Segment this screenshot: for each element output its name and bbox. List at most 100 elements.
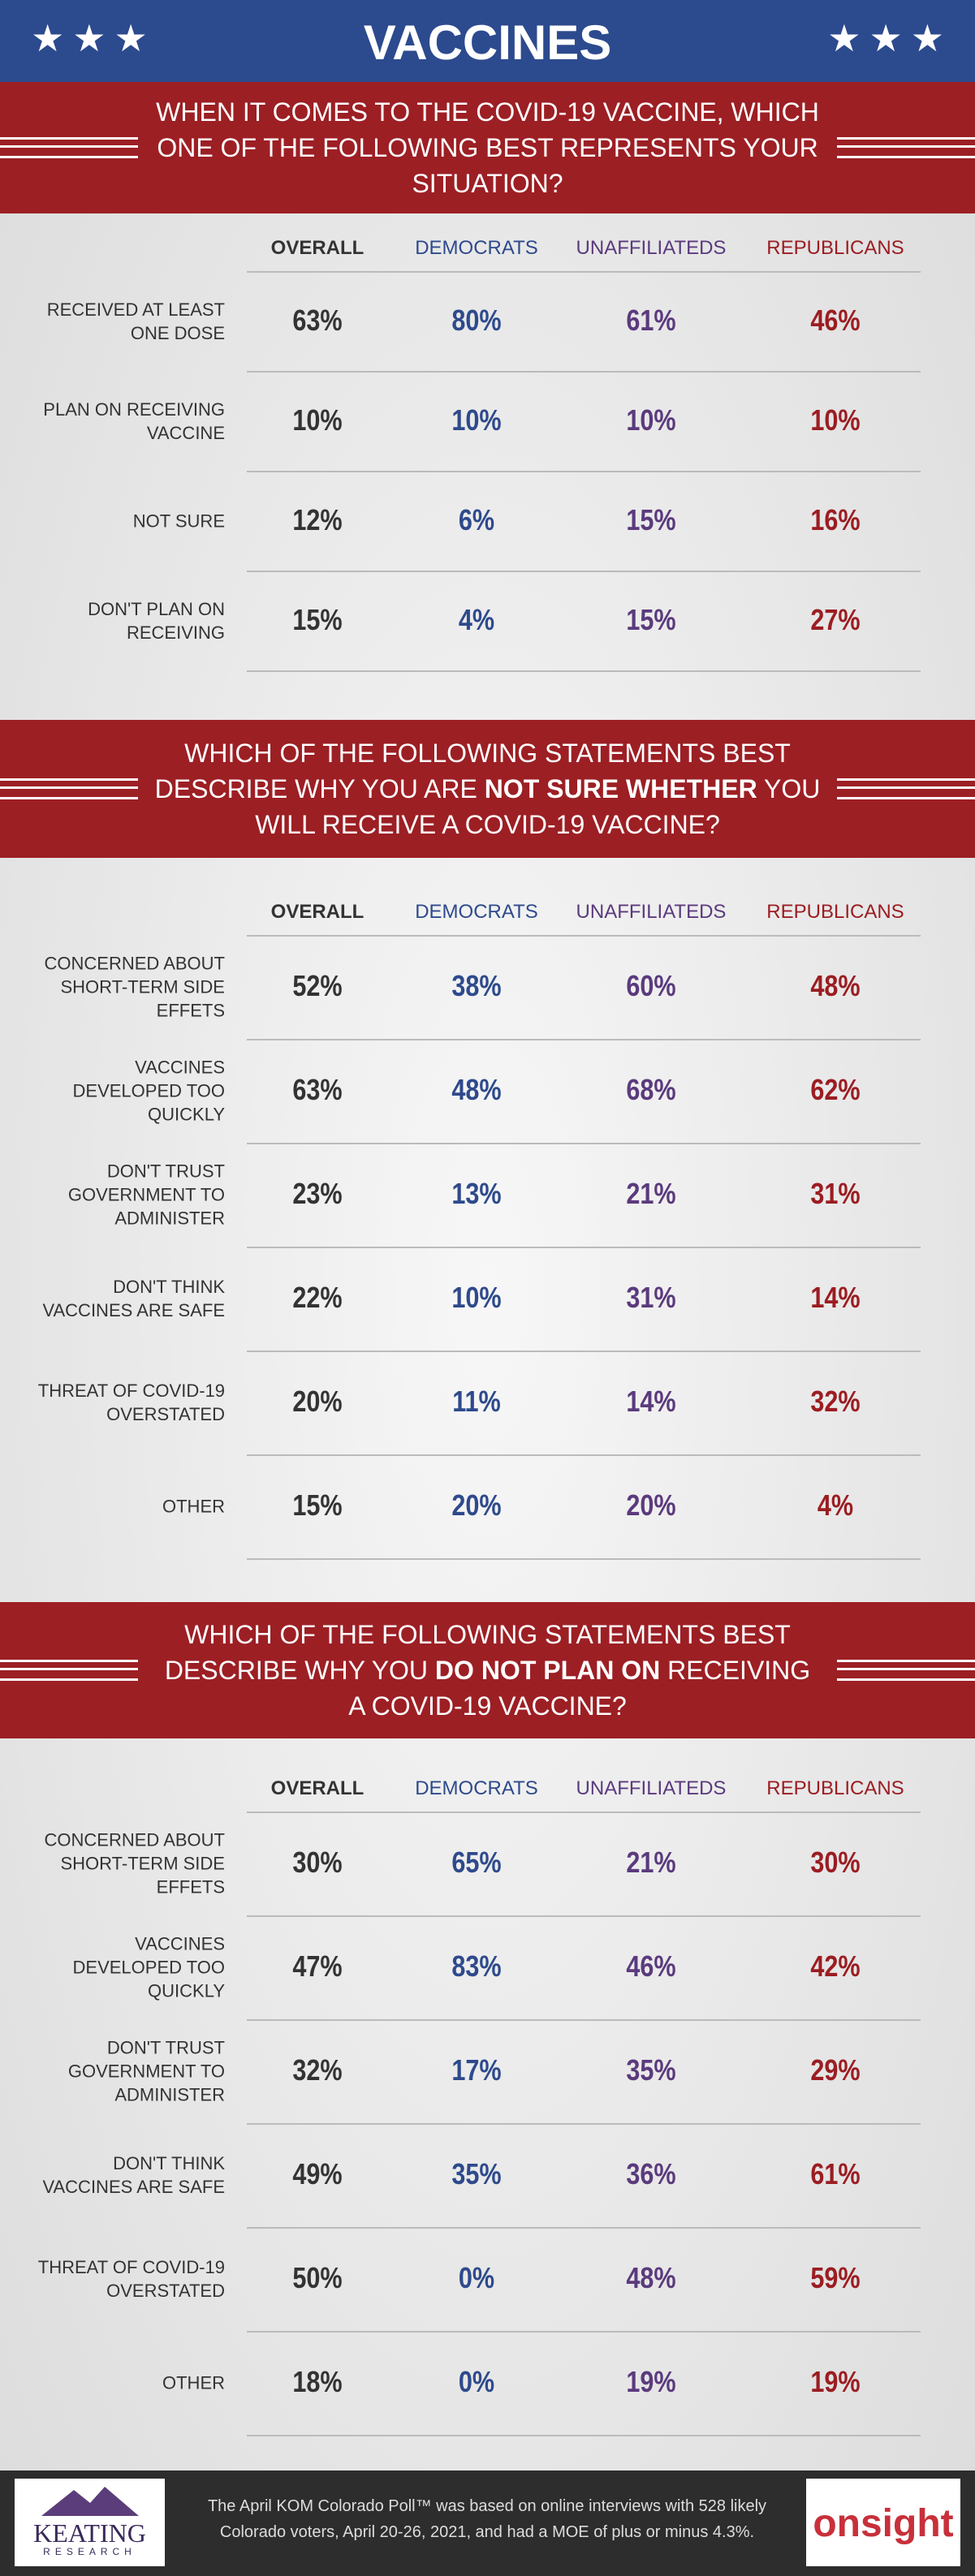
title-bar: ★★★ ★★★ VACCINES bbox=[0, 0, 975, 82]
separator bbox=[247, 1247, 921, 1248]
separator bbox=[247, 1454, 921, 1456]
stars-icon: ★★★ bbox=[31, 17, 156, 59]
question-text: WHICH OF THE FOLLOWING STATEMENTS BEST D… bbox=[154, 739, 791, 803]
cell-value: 46% bbox=[810, 303, 861, 337]
column-header: UNAFFILIATEDS bbox=[576, 1777, 727, 1799]
cell-value: 20% bbox=[626, 1488, 676, 1522]
cell-value: 0% bbox=[458, 2261, 495, 2294]
onsight-logo: onsight bbox=[806, 2479, 960, 2566]
cell-value: 46% bbox=[626, 1949, 676, 1983]
cell-value: 22% bbox=[292, 1281, 343, 1314]
row-label: DON'T THINK VACCINES ARE SAFE bbox=[42, 1277, 225, 1320]
logo-name: onsight bbox=[813, 2502, 954, 2545]
question-text: RECEIVING A COVID-19 VACCINE? bbox=[348, 1656, 811, 1721]
cell-value: 52% bbox=[292, 969, 343, 1002]
question-text: WHEN IT COMES TO THE COVID-19 VACCINE, W… bbox=[156, 97, 819, 198]
separator bbox=[247, 271, 921, 273]
cell-value: 38% bbox=[451, 969, 502, 1002]
row-label: OTHER bbox=[162, 2372, 225, 2393]
cell-value: 14% bbox=[810, 1281, 861, 1314]
cell-value: 50% bbox=[292, 2261, 343, 2294]
separator bbox=[247, 2123, 921, 2125]
cell-value: 29% bbox=[810, 2053, 861, 2087]
question-band: WHICH OF THE FOLLOWING STATEMENTS BEST D… bbox=[0, 1602, 975, 1738]
cell-value: 12% bbox=[292, 502, 343, 536]
column-header: OVERALL bbox=[270, 1777, 365, 1799]
separator bbox=[247, 471, 921, 472]
column-header: DEMOCRATS bbox=[415, 901, 538, 923]
cell-value: 10% bbox=[292, 403, 343, 437]
question: WHICH OF THE FOLLOWING STATEMENTS BEST D… bbox=[154, 735, 821, 842]
footer-text: The April KOM Colorado Poll™ was based o… bbox=[207, 2497, 767, 2541]
column-header: UNAFFILIATEDS bbox=[576, 237, 727, 259]
row-label: OTHER bbox=[162, 1496, 225, 1517]
cell-value: 20% bbox=[292, 1385, 343, 1418]
row-label: DON'T TRUST GOVERNMENT TO ADMINISTER bbox=[67, 2037, 225, 2105]
row-label: CONCERNED ABOUT SHORT-TERM SIDE EFFETS bbox=[44, 953, 225, 1021]
column-header: DEMOCRATS bbox=[415, 1777, 538, 1799]
cell-value: 60% bbox=[626, 969, 676, 1002]
logo-name: KEATING bbox=[33, 2518, 146, 2548]
separator bbox=[247, 1558, 921, 1560]
cell-value: 48% bbox=[810, 969, 861, 1002]
cell-value: 47% bbox=[292, 1949, 343, 1983]
cell-value: 49% bbox=[292, 2157, 343, 2190]
row-label: DON'T TRUST GOVERNMENT TO ADMINISTER bbox=[67, 1161, 225, 1229]
cell-value: 16% bbox=[810, 502, 861, 536]
cell-value: 30% bbox=[292, 1846, 343, 1879]
cell-value: 21% bbox=[626, 1846, 676, 1879]
cell-value: 11% bbox=[452, 1385, 501, 1418]
cell-value: 61% bbox=[810, 2157, 861, 2190]
cell-value: 61% bbox=[626, 303, 676, 337]
decor-rule bbox=[0, 778, 138, 799]
separator bbox=[247, 1811, 921, 1813]
cell-value: 31% bbox=[810, 1177, 861, 1210]
cell-value: 4% bbox=[458, 602, 495, 636]
question-text: YOU WILL RECEIVE A COVID-19 VACCINE? bbox=[255, 774, 821, 839]
cell-value: 15% bbox=[292, 602, 343, 636]
cell-value: 18% bbox=[292, 2365, 343, 2398]
cell-value: 36% bbox=[626, 2157, 676, 2190]
cell-value: 6% bbox=[458, 502, 495, 536]
cell-value: 32% bbox=[292, 2053, 343, 2087]
cell-value: 13% bbox=[451, 1177, 502, 1210]
decor-rule bbox=[837, 137, 975, 158]
separator bbox=[247, 571, 921, 572]
question-text: WHICH OF THE FOLLOWING STATEMENTS BEST D… bbox=[164, 1620, 791, 1685]
column-header: REPUBLICANS bbox=[766, 237, 904, 259]
question-text: NOT SURE WHETHER bbox=[484, 774, 757, 803]
cell-value: 65% bbox=[451, 1846, 502, 1879]
separator bbox=[247, 670, 921, 672]
decor-rule bbox=[837, 1660, 975, 1681]
cell-value: 83% bbox=[451, 1949, 502, 1983]
stars-icon: ★★★ bbox=[827, 17, 952, 59]
cell-value: 35% bbox=[626, 2053, 676, 2087]
row-label: NOT SURE bbox=[132, 510, 225, 531]
row-label: THREAT OF COVID-19 OVERSTATED bbox=[37, 1381, 225, 1424]
title: VACCINES bbox=[363, 15, 612, 70]
cell-value: 59% bbox=[810, 2261, 861, 2294]
cell-value: 15% bbox=[626, 602, 676, 636]
mountain-icon bbox=[41, 2487, 139, 2516]
cell-value: 80% bbox=[451, 303, 502, 337]
column-header: REPUBLICANS bbox=[766, 901, 904, 923]
cell-value: 17% bbox=[451, 2053, 502, 2087]
cell-value: 19% bbox=[626, 2365, 676, 2398]
cell-value: 63% bbox=[292, 303, 343, 337]
cell-value: 68% bbox=[626, 1073, 676, 1106]
cell-value: 42% bbox=[810, 1949, 861, 1983]
keating-logo: KEATING RESEARCH bbox=[15, 2479, 165, 2566]
separator bbox=[247, 1039, 921, 1040]
separator bbox=[247, 1350, 921, 1352]
decor-rule bbox=[0, 1660, 138, 1681]
column-header: OVERALL bbox=[270, 901, 365, 923]
cell-value: 23% bbox=[292, 1177, 343, 1210]
separator bbox=[247, 2227, 921, 2229]
cell-value: 48% bbox=[626, 2261, 676, 2294]
separator bbox=[247, 1143, 921, 1144]
cell-value: 10% bbox=[451, 1281, 502, 1314]
row-label: VACCINES DEVELOPED TOO QUICKLY bbox=[72, 1933, 225, 2001]
column-header: OVERALL bbox=[270, 237, 365, 259]
logo-sub: RESEARCH bbox=[43, 2546, 136, 2557]
separator bbox=[247, 2019, 921, 2021]
